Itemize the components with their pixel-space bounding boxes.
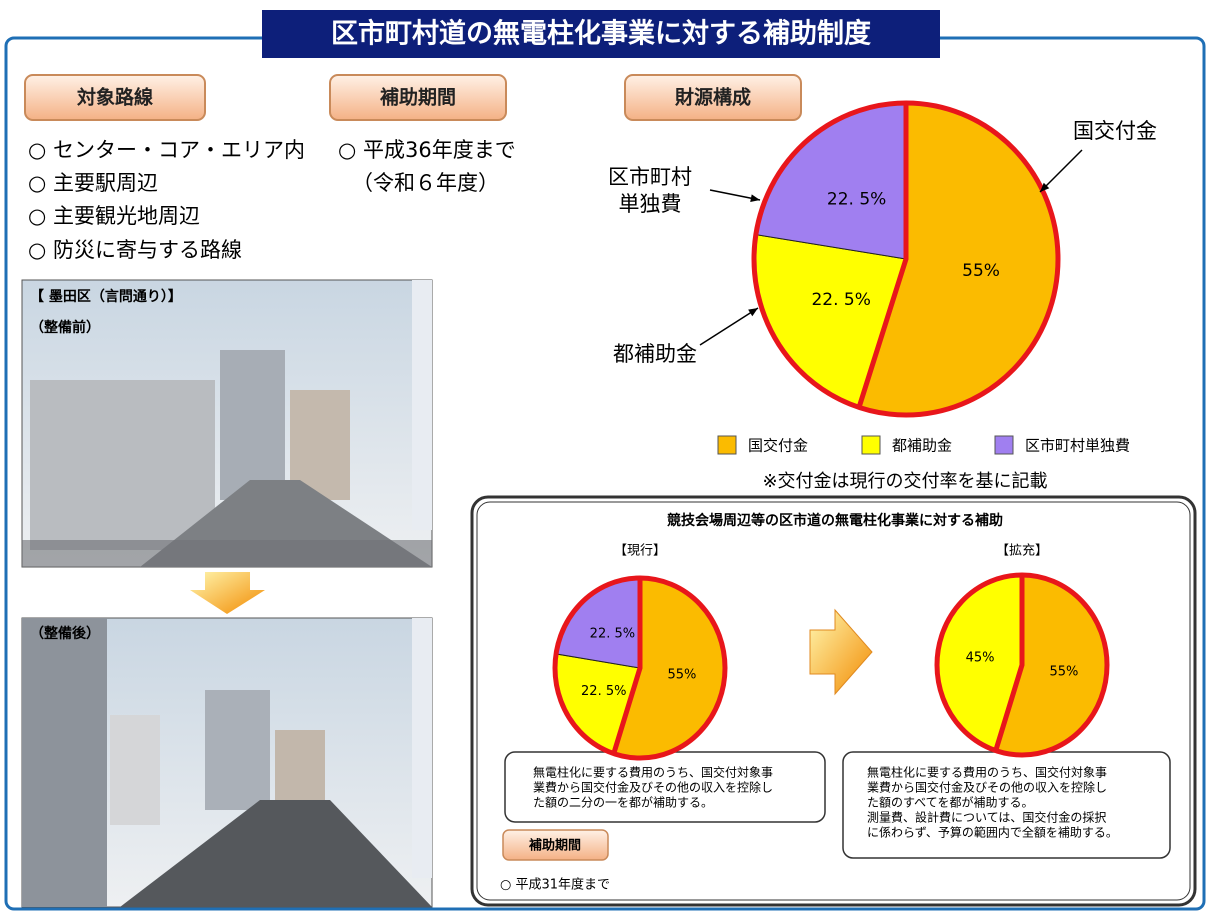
box-text: た額のすべてを都が補助する。	[867, 795, 1033, 810]
pie-value-label: 55%	[668, 668, 697, 683]
callout-arrow	[1039, 149, 1083, 193]
period-line: ○ 平成36年度まで	[338, 138, 516, 162]
period-line: ○ 平成31年度まで	[500, 877, 610, 893]
legend-label: 都補助金	[892, 437, 952, 455]
box-text: 無電柱化に要する費用のうち、国交付対象事	[533, 765, 773, 780]
box-text: た額の二分の一を都が補助する。	[533, 795, 713, 810]
pie-label: 【拡充】	[996, 543, 1048, 559]
pie-slice	[755, 102, 907, 260]
route-item: ○ 防災に寄与する路線	[28, 238, 242, 262]
title-banner	[262, 10, 940, 58]
route-item: ○ センター・コア・エリア内	[28, 138, 305, 162]
pie-value-label: 45%	[966, 650, 995, 665]
period-line: （令和６年度）	[352, 171, 499, 195]
arrow-head	[1040, 182, 1050, 192]
box-text: 業費から国交付金及びその他の収入を控除し	[867, 780, 1107, 795]
header-box	[24, 74, 206, 121]
legend-swatch	[861, 435, 881, 455]
header: 財源構成	[675, 86, 751, 109]
legend-swatch	[994, 435, 1014, 455]
title: 区市町村道の無電柱化事業に対する補助制度	[331, 18, 871, 50]
callout: 国交付金	[1073, 119, 1157, 143]
callout: 都補助金	[613, 342, 697, 366]
photo-after	[21, 617, 433, 908]
photo-before	[21, 279, 433, 568]
pie-edge	[856, 103, 909, 409]
pie-label: 【現行】	[614, 544, 666, 559]
pie-value-label: 22. 5%	[811, 290, 870, 310]
box-text: 無電柱化に要する費用のうち、国交付対象事	[867, 765, 1107, 780]
box-title: 競技会場周辺等の区市道の無電柱化事業に対する補助	[667, 512, 1003, 529]
callout: 区市町村	[608, 165, 692, 189]
note: ※交付金は現行の交付率を基に記載	[762, 471, 1047, 492]
right-arrow	[809, 608, 873, 696]
header: 補助期間	[528, 838, 581, 854]
down-arrow	[190, 572, 265, 614]
photo-caption: （整備前）	[30, 319, 100, 336]
route-item: ○ 主要観光地周辺	[28, 204, 200, 228]
inner-box-line	[476, 501, 1191, 901]
pie-edge	[611, 578, 643, 755]
pie-value-label: 22. 5%	[581, 684, 626, 699]
callout: 単独費	[619, 192, 682, 216]
arrow-head	[748, 308, 758, 317]
callout-arrow	[699, 307, 759, 346]
legend-label: 国交付金	[748, 437, 808, 455]
arrow-head	[750, 194, 760, 203]
route-item: ○ 主要駅周辺	[28, 171, 158, 195]
pie-value-label: 55%	[1050, 665, 1079, 680]
inner-box	[470, 495, 1197, 907]
box-text: に係わらず、予算の範囲内で全額を補助する。	[867, 825, 1118, 840]
photo-caption: 【 墨田区（言問通り）】	[30, 288, 182, 305]
pie-value-label: 22. 5%	[827, 190, 886, 210]
legend: 国交付金 都補助金 区市町村単独費	[717, 435, 1130, 455]
legend-swatch	[717, 435, 737, 455]
header: 補助期間	[379, 86, 456, 109]
header-box	[329, 74, 507, 121]
header: 対象路線	[76, 86, 153, 109]
photo-caption: （整備後）	[30, 625, 100, 642]
headers: 対象路線 補助期間 財源構成	[24, 74, 802, 121]
pie-value-label: 55%	[962, 261, 1000, 281]
legend-label: 区市町村単独費	[1025, 437, 1130, 455]
box-text: 測量費、設計費については、国交付金の採択	[867, 810, 1106, 825]
header-box	[624, 74, 802, 121]
box-text: 業費から国交付金及びその他の収入を控除し	[533, 780, 773, 795]
pie-value-label: 22. 5%	[590, 626, 635, 641]
header-box	[502, 829, 609, 861]
pie-edge	[993, 575, 1025, 752]
